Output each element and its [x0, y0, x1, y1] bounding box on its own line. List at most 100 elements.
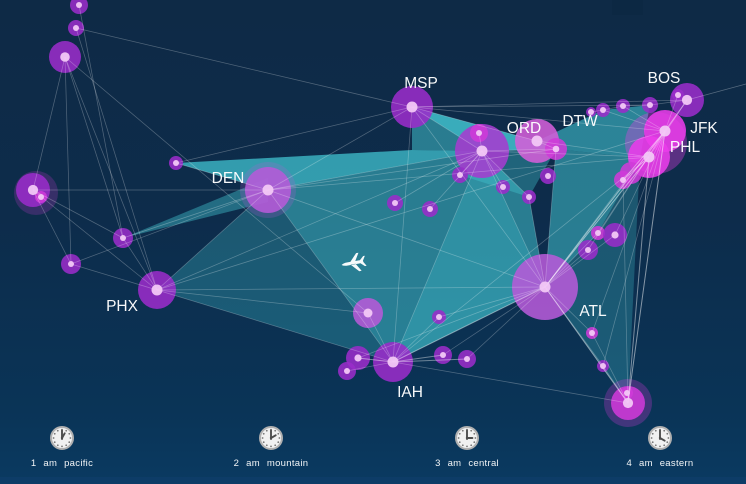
- airport-node-center: [457, 172, 463, 178]
- route-line: [544, 249, 589, 288]
- airport-node-center: [647, 102, 653, 108]
- route-line: [32, 189, 158, 291]
- route-line: [664, 99, 688, 132]
- mesh-polygon: [545, 158, 640, 403]
- airport-node-center: [440, 352, 446, 358]
- airport-node-center: [344, 368, 350, 374]
- route-line: [122, 189, 269, 239]
- airport-label-iah: IAH: [397, 384, 423, 401]
- airport-node-center: [38, 194, 44, 200]
- clock-icon: [455, 426, 479, 450]
- route-line: [536, 140, 650, 158]
- airport-node-center: [60, 52, 70, 62]
- clock-icon: [259, 426, 283, 450]
- airport-label-bos: BOS: [648, 70, 681, 87]
- mesh-polygon: [393, 151, 545, 362]
- airport-node-center: [387, 356, 399, 368]
- route-line: [622, 156, 650, 181]
- route-line: [156, 286, 546, 291]
- route-line: [346, 361, 394, 372]
- airport-node-center: [659, 125, 671, 137]
- route-line: [392, 358, 468, 363]
- airport-node-center: [620, 103, 626, 109]
- route-line: [614, 130, 666, 236]
- route-line: [64, 56, 158, 291]
- airport-node-center: [500, 184, 506, 190]
- clock-label: 2 am mountain: [233, 458, 309, 469]
- airport-label-msp: MSP: [404, 75, 438, 92]
- route-line: [481, 148, 557, 152]
- airport-node-center: [406, 101, 418, 113]
- clock-item: 1 am pacific: [7, 425, 117, 469]
- airport-node-center: [27, 184, 39, 196]
- route-line: [622, 105, 666, 132]
- airport-label-jfk: JFK: [690, 120, 718, 137]
- route-line: [267, 150, 483, 191]
- route-line: [602, 109, 666, 132]
- airport-label-atl: ATL: [579, 303, 607, 320]
- route-line: [32, 189, 72, 265]
- route-line: [411, 106, 666, 132]
- route-line: [544, 234, 616, 288]
- airport-node-center: [611, 231, 619, 239]
- route-line: [267, 189, 394, 363]
- route-line: [686, 83, 746, 101]
- airport-node-center: [476, 130, 482, 136]
- route-line: [544, 232, 599, 288]
- route-line: [622, 104, 651, 107]
- airport-node-center: [173, 160, 179, 166]
- route-line: [156, 289, 369, 314]
- route-line: [481, 150, 650, 158]
- airport-node-center: [675, 92, 681, 98]
- route-line: [75, 27, 413, 108]
- airport-node-center: [539, 281, 551, 293]
- route-line: [78, 4, 124, 239]
- route-line: [627, 156, 650, 404]
- route-line: [392, 286, 546, 363]
- airport-node-center: [262, 184, 274, 196]
- airport-label-phx: PHX: [106, 298, 139, 315]
- route-line: [394, 150, 483, 204]
- route-line: [70, 263, 158, 291]
- airport-node-center: [73, 25, 79, 31]
- clock-label: 4 am eastern: [626, 458, 694, 469]
- route-line: [411, 106, 483, 152]
- route-line: [156, 130, 666, 291]
- route-line: [622, 179, 629, 404]
- route-line: [544, 172, 632, 288]
- route-line: [438, 286, 546, 318]
- route-line: [122, 237, 158, 291]
- route-line: [649, 99, 688, 106]
- route-line: [627, 130, 666, 404]
- route-line: [175, 106, 413, 164]
- route-line: [156, 189, 269, 291]
- background-patch: [612, 0, 643, 15]
- mesh-polygon: [123, 178, 268, 238]
- route-line: [411, 106, 546, 288]
- route-line: [267, 148, 557, 191]
- route-line: [64, 56, 124, 239]
- route-line: [591, 130, 666, 334]
- airport-node-center: [545, 173, 551, 179]
- route-line: [466, 286, 546, 360]
- clock-icon: [50, 426, 74, 450]
- clock-item: 3 am central: [412, 425, 522, 469]
- route-line: [64, 56, 369, 314]
- clock-icon: [648, 426, 672, 450]
- route-line: [442, 286, 546, 356]
- route-line: [411, 104, 651, 108]
- airport-node-center: [624, 390, 630, 396]
- route-line: [411, 106, 538, 142]
- route-line: [602, 130, 666, 367]
- clock-label: 1 am pacific: [30, 458, 94, 469]
- airport-node-center: [595, 230, 601, 236]
- route-line: [267, 189, 546, 288]
- airport-node-center: [464, 356, 470, 362]
- route-line: [392, 361, 629, 404]
- airport-node-center: [588, 109, 594, 115]
- airport-node-center: [620, 177, 626, 183]
- route-line: [544, 148, 557, 288]
- route-line: [481, 150, 530, 198]
- airport-node-center: [363, 308, 373, 318]
